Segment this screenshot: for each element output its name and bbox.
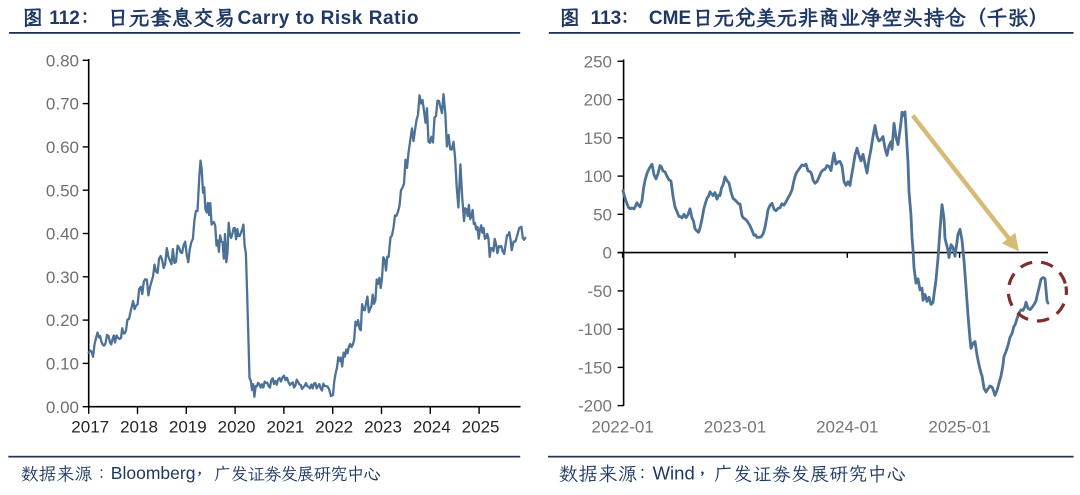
svg-text:0.00: 0.00 <box>46 398 79 417</box>
svg-text:2023-01: 2023-01 <box>704 418 766 437</box>
svg-text:2019: 2019 <box>169 418 207 437</box>
svg-text:200: 200 <box>584 91 612 110</box>
svg-text:2018: 2018 <box>120 418 158 437</box>
svg-text:0.70: 0.70 <box>46 95 79 114</box>
svg-text:0.60: 0.60 <box>46 138 79 157</box>
svg-text:150: 150 <box>584 129 612 148</box>
svg-text:0.30: 0.30 <box>46 268 79 287</box>
svg-text:100: 100 <box>584 167 612 186</box>
svg-text:2022: 2022 <box>315 418 353 437</box>
svg-text:2022-01: 2022-01 <box>591 418 653 437</box>
svg-text:0: 0 <box>603 244 612 263</box>
svg-text:0.80: 0.80 <box>46 51 79 70</box>
svg-text:113: 113 <box>591 8 622 29</box>
svg-text:2017: 2017 <box>71 418 109 437</box>
svg-text:2020: 2020 <box>218 418 256 437</box>
svg-text:-50: -50 <box>587 282 612 301</box>
svg-text:CME: CME <box>649 8 691 29</box>
svg-text:-150: -150 <box>578 359 612 378</box>
svg-text:2025-01: 2025-01 <box>928 418 990 437</box>
svg-text:0.20: 0.20 <box>46 311 79 330</box>
svg-text:50: 50 <box>593 205 612 224</box>
svg-text:Wind: Wind <box>653 463 695 484</box>
svg-text:2021: 2021 <box>266 418 304 437</box>
svg-text:0.50: 0.50 <box>46 181 79 200</box>
svg-text:2024: 2024 <box>413 418 451 437</box>
svg-text:-100: -100 <box>578 320 612 339</box>
svg-text:Bloomberg: Bloomberg <box>111 463 196 483</box>
svg-text:112: 112 <box>49 8 80 29</box>
svg-text:-200: -200 <box>578 397 612 416</box>
svg-text:2024-01: 2024-01 <box>816 418 878 437</box>
svg-text:0.10: 0.10 <box>46 355 79 374</box>
svg-text:2025: 2025 <box>462 418 500 437</box>
svg-text:2023: 2023 <box>364 418 402 437</box>
svg-text:Carry to Risk Ratio: Carry to Risk Ratio <box>238 8 420 29</box>
svg-text:250: 250 <box>584 52 612 71</box>
svg-text:0.40: 0.40 <box>46 225 79 244</box>
